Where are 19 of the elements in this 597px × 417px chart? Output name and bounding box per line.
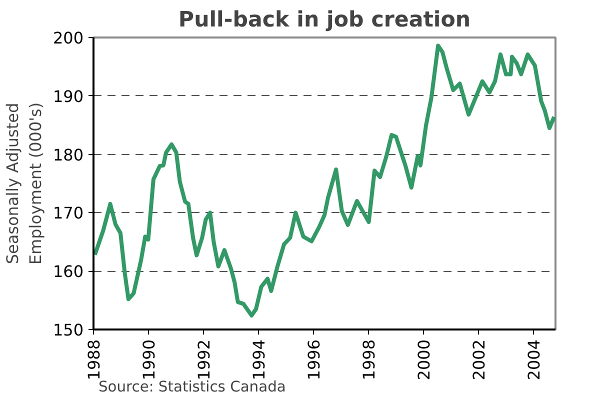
x-tick-label: 1994 xyxy=(250,340,268,380)
x-tick-label: 1998 xyxy=(360,340,378,380)
y-tick-label: 150 xyxy=(52,320,84,340)
x-tick-label: 2002 xyxy=(470,340,488,380)
y-tick-label: 170 xyxy=(52,204,84,223)
x-tick-label: 1990 xyxy=(140,340,158,380)
source-note: Source: Statistics Canada xyxy=(98,378,286,396)
x-tick-label: 2004 xyxy=(524,340,544,380)
x-tick-label: 1992 xyxy=(194,340,214,380)
chart-title: Pull-back in job creation xyxy=(178,8,471,32)
y-tick-label: 180 xyxy=(52,145,84,164)
x-tick-label: 1996 xyxy=(304,340,324,380)
x-tick-label: 2000 xyxy=(414,340,434,380)
x-tick-label: 1988 xyxy=(84,340,104,380)
y-tick-label: 190 xyxy=(52,86,84,106)
y-tick-label: 160 xyxy=(52,262,84,282)
line-series xyxy=(94,44,556,318)
y-axis-title: Seasonally Adjusted Employment (000's) xyxy=(3,102,45,265)
y-tick-label: 200 xyxy=(52,28,84,48)
